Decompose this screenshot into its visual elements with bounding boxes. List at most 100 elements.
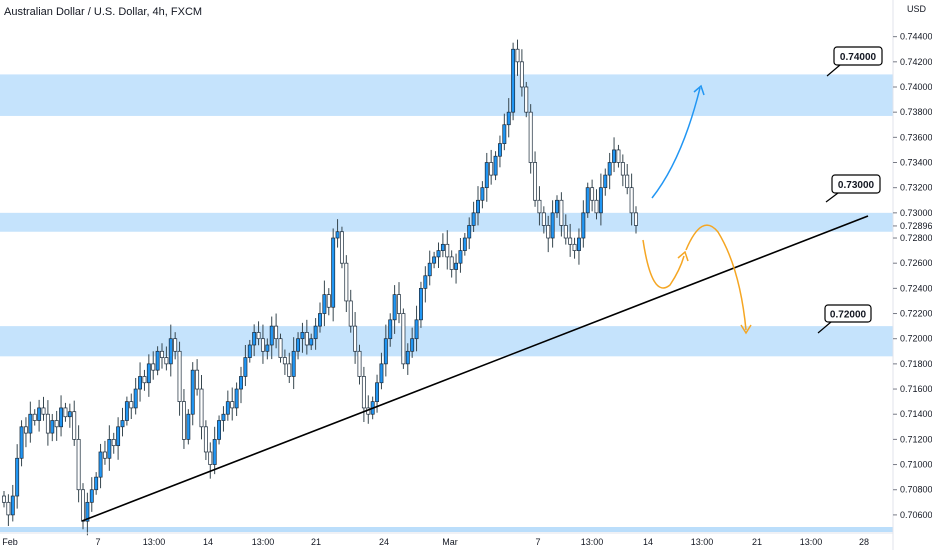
candle-body bbox=[76, 439, 81, 491]
candle-body bbox=[344, 262, 349, 302]
candle-body bbox=[217, 420, 222, 440]
y-tick-label: 0.72800 bbox=[900, 233, 932, 243]
candle-body bbox=[585, 187, 590, 214]
zone-1 bbox=[0, 212, 893, 232]
candle-body bbox=[41, 407, 46, 415]
candle-body bbox=[243, 357, 248, 377]
x-tick-label: 13:00 bbox=[252, 537, 275, 547]
candle-body bbox=[603, 174, 608, 189]
candle-body bbox=[563, 225, 568, 239]
x-tick-label: 13:00 bbox=[800, 537, 823, 547]
currency-unit: USD bbox=[907, 4, 927, 14]
candle-body bbox=[309, 338, 314, 346]
zone-bottom-strip bbox=[0, 527, 893, 532]
y-tick-label: 0.73600 bbox=[900, 132, 932, 142]
candle-body bbox=[133, 388, 138, 409]
candle-body bbox=[287, 363, 292, 377]
candle-body bbox=[594, 199, 599, 214]
candle-body bbox=[23, 426, 28, 434]
candle-body bbox=[440, 243, 445, 251]
y-tick-label: 0.72200 bbox=[900, 309, 932, 319]
candle-body bbox=[304, 332, 309, 346]
candle-body bbox=[590, 187, 595, 201]
candle-body bbox=[50, 420, 55, 434]
x-tick-label: 13:00 bbox=[691, 537, 714, 547]
y-tick-label: 0.73400 bbox=[900, 158, 932, 168]
zone-2 bbox=[0, 326, 893, 357]
candle-body bbox=[173, 338, 178, 352]
candle-body bbox=[607, 162, 612, 176]
y-tick-label: 0.73200 bbox=[900, 183, 932, 193]
candle-body bbox=[212, 439, 217, 465]
candle-body bbox=[313, 325, 318, 340]
candle-body bbox=[2, 495, 6, 503]
x-tick-label: 24 bbox=[379, 537, 389, 547]
candle-body bbox=[423, 275, 428, 289]
y-tick-label: 0.71800 bbox=[900, 359, 932, 369]
candle-body bbox=[361, 376, 366, 409]
y-tick-label: 0.70800 bbox=[900, 485, 932, 495]
candle-body bbox=[449, 256, 454, 270]
candle-body bbox=[247, 344, 252, 358]
candle-body bbox=[541, 212, 546, 226]
x-tick-label: 14 bbox=[643, 537, 653, 547]
x-tick-label: 7 bbox=[535, 537, 540, 547]
candle-body bbox=[89, 489, 94, 503]
candle-body bbox=[221, 413, 226, 421]
candle-body bbox=[375, 382, 380, 402]
candle-body bbox=[19, 426, 24, 459]
candle-body bbox=[401, 313, 406, 365]
candle-body bbox=[572, 243, 577, 251]
candle-body bbox=[410, 338, 415, 352]
x-tick-label: Feb bbox=[2, 537, 18, 547]
time-axis-layer: Feb 7 13:00 14 13:00 21 24 Mar 7 13:00 14 13:00 21 13… bbox=[2, 537, 869, 547]
candle-body bbox=[160, 350, 164, 358]
candle-body bbox=[203, 426, 208, 453]
candle-body bbox=[353, 325, 358, 352]
candle-body bbox=[612, 149, 617, 163]
candle-body bbox=[124, 401, 129, 421]
candle-body bbox=[476, 199, 480, 214]
candle-body bbox=[322, 294, 327, 314]
candle-body bbox=[533, 162, 538, 201]
y-tick-label: 0.72400 bbox=[900, 283, 932, 293]
zone-0 bbox=[0, 74, 893, 116]
candle-body bbox=[177, 350, 182, 402]
candle-body bbox=[348, 300, 353, 327]
callout-pointer bbox=[825, 192, 839, 203]
zones-layer bbox=[0, 74, 893, 532]
candle-body bbox=[81, 489, 85, 522]
candle-body bbox=[67, 411, 72, 418]
y-tick-label: 0.72000 bbox=[900, 334, 932, 344]
candle-body bbox=[445, 243, 450, 258]
candle-body bbox=[225, 401, 230, 415]
candle-body bbox=[484, 162, 489, 189]
candle-body bbox=[278, 338, 283, 358]
callout-pointer bbox=[817, 321, 832, 334]
candle-body bbox=[260, 338, 265, 352]
candle-body bbox=[502, 124, 507, 144]
candle-body bbox=[620, 162, 625, 176]
candle-body bbox=[230, 401, 235, 409]
candle-body bbox=[524, 86, 529, 113]
candle-body bbox=[397, 294, 401, 314]
candle-body bbox=[239, 376, 243, 390]
candle-body bbox=[427, 262, 432, 277]
last-price-label: 0.72896 bbox=[900, 221, 932, 231]
candle-body bbox=[15, 457, 20, 497]
bullish-arrowhead bbox=[693, 84, 705, 96]
candle-body bbox=[555, 199, 559, 214]
candle-body bbox=[471, 212, 476, 226]
y-tick-label: 0.72600 bbox=[900, 258, 932, 268]
candle-body bbox=[142, 376, 147, 384]
candle-body bbox=[164, 357, 169, 365]
callout-pointer bbox=[826, 64, 841, 77]
candle-body bbox=[138, 376, 143, 390]
bullish-path-arrow bbox=[651, 87, 701, 199]
y-tick-label: 0.74200 bbox=[900, 57, 932, 67]
candle-body bbox=[550, 212, 555, 239]
bearish-dip-arrowhead bbox=[677, 250, 689, 262]
candle-body bbox=[32, 413, 37, 421]
